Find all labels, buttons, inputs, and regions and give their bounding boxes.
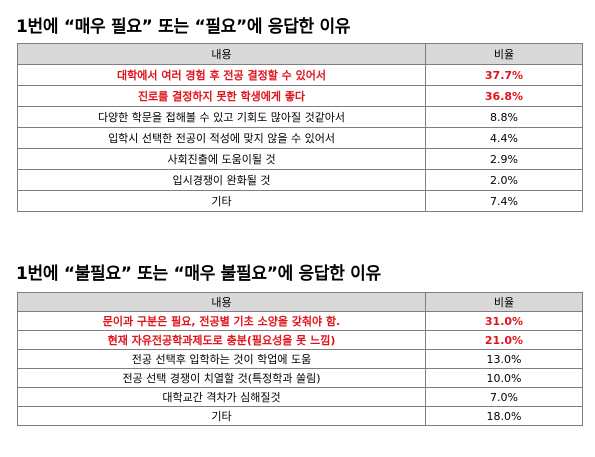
row-ratio: 21.0% — [425, 330, 583, 350]
row-ratio: 13.0% — [425, 349, 583, 369]
row-ratio: 18.0% — [425, 406, 583, 426]
header-ratio: 비율 — [425, 292, 583, 312]
row-content: 진로를 결정하지 못한 학생에게 좋다 — [17, 85, 426, 107]
table-row: 사회진출에 도움이될 것 2.9% — [17, 148, 583, 170]
table-row: 전공 선택후 입학하는 것이 학업에 도움 13.0% — [17, 349, 583, 369]
row-content: 입시경쟁이 완화될 것 — [17, 169, 426, 191]
row-ratio: 7.0% — [425, 387, 583, 407]
table-row: 입학시 선택한 전공이 적성에 맞지 않을 수 있어서 4.4% — [17, 127, 583, 149]
table-row: 전공 선택 경쟁이 치열할 것(특정학과 쏠림) 10.0% — [17, 368, 583, 388]
row-ratio: 31.0% — [425, 311, 583, 331]
header-content: 내용 — [17, 292, 426, 312]
table-row: 현재 자유전공학과제도로 충분(필요성을 못 느낌) 21.0% — [17, 330, 583, 350]
table-row: 대학교간 격차가 심해질것 7.0% — [17, 387, 583, 407]
row-ratio: 4.4% — [425, 127, 583, 149]
row-ratio: 2.0% — [425, 169, 583, 191]
header-ratio: 비율 — [425, 43, 583, 65]
row-content: 입학시 선택한 전공이 적성에 맞지 않을 수 있어서 — [17, 127, 426, 149]
row-ratio: 37.7% — [425, 64, 583, 86]
table-row: 진로를 결정하지 못한 학생에게 좋다 36.8% — [17, 85, 583, 107]
table-row: 다양한 학문을 접해볼 수 있고 기회도 많아질 것같아서 8.8% — [17, 106, 583, 128]
row-content: 대학교간 격차가 심해질것 — [17, 387, 426, 407]
table-row: 입시경쟁이 완화될 것 2.0% — [17, 169, 583, 191]
row-ratio: 36.8% — [425, 85, 583, 107]
table-row: 대학에서 여러 경험 후 전공 결정할 수 있어서 37.7% — [17, 64, 583, 86]
section2-title: 1번에 “불필요” 또는 “매우 불필요”에 응답한 이유 — [16, 264, 381, 284]
row-ratio: 7.4% — [425, 190, 583, 212]
row-content: 다양한 학문을 접해볼 수 있고 기회도 많아질 것같아서 — [17, 106, 426, 128]
table-header-row: 내용 비율 — [17, 43, 583, 65]
section1-table: 내용 비율 대학에서 여러 경험 후 전공 결정할 수 있어서 37.7% 진로… — [17, 43, 583, 212]
row-content: 전공 선택후 입학하는 것이 학업에 도움 — [17, 349, 426, 369]
row-content: 사회진출에 도움이될 것 — [17, 148, 426, 170]
header-content: 내용 — [17, 43, 426, 65]
row-content: 현재 자유전공학과제도로 충분(필요성을 못 느낌) — [17, 330, 426, 350]
section2-table: 내용 비율 문이과 구분은 필요, 전공별 기초 소양을 갖춰야 함. 31.0… — [17, 292, 583, 426]
table-row: 문이과 구분은 필요, 전공별 기초 소양을 갖춰야 함. 31.0% — [17, 311, 583, 331]
section1-title: 1번에 “매우 필요” 또는 “필요”에 응답한 이유 — [16, 17, 351, 37]
row-content: 대학에서 여러 경험 후 전공 결정할 수 있어서 — [17, 64, 426, 86]
row-ratio: 10.0% — [425, 368, 583, 388]
row-content: 전공 선택 경쟁이 치열할 것(특정학과 쏠림) — [17, 368, 426, 388]
row-content: 기타 — [17, 190, 426, 212]
row-content: 문이과 구분은 필요, 전공별 기초 소양을 갖춰야 함. — [17, 311, 426, 331]
row-ratio: 8.8% — [425, 106, 583, 128]
row-ratio: 2.9% — [425, 148, 583, 170]
table-header-row: 내용 비율 — [17, 292, 583, 312]
table-row: 기타 18.0% — [17, 406, 583, 426]
table-row: 기타 7.4% — [17, 190, 583, 212]
row-content: 기타 — [17, 406, 426, 426]
